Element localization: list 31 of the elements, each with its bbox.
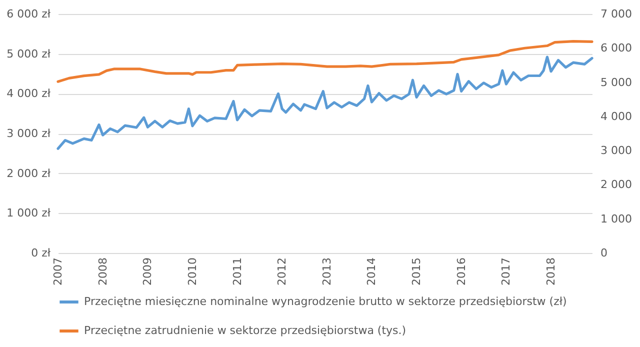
y-tick-label: 2 000 zł: [6, 166, 52, 180]
legend-label: Przeciętne zatrudnienie w sektorze przedsiębiorstwa (tys.): [84, 324, 406, 337]
x-tick-label: 2011: [230, 258, 244, 286]
y-tick-label: 1 000 zł: [6, 206, 52, 220]
x-tick-label: 2015: [410, 258, 424, 286]
y2-tick-label: 2 000: [600, 178, 632, 192]
y-tick-label: 0 zł: [31, 246, 52, 260]
y2-tick-label: 0: [600, 246, 608, 260]
y-tick-label: 3 000 zł: [6, 127, 52, 140]
x-tick-label: 2017: [500, 258, 513, 286]
x-tick-label: 2018: [544, 258, 558, 286]
line-series: [56, 56, 594, 150]
x-tick-label: 2012: [276, 258, 289, 286]
x-tick-label: 2014: [365, 258, 378, 286]
y-tick-label: 4 000 zł: [6, 87, 52, 100]
y-tick-label: 5 000 zł: [6, 47, 52, 60]
line-series: [56, 40, 594, 83]
x-tick-label: 2008: [96, 258, 110, 286]
y-tick-label: 6 000 zł: [6, 8, 52, 20]
legend-label: Przeciętne miesięczne nominalne wynagrodzenie brutto w sektorze przedsiębiorstw (zł): [84, 295, 567, 308]
y2-tick-label: 6 000: [600, 42, 632, 55]
x-tick-label: 2010: [186, 258, 199, 286]
y2-tick-label: 4 000: [600, 110, 632, 123]
x-tick-label: 2009: [141, 258, 154, 286]
y2-tick-label: 3 000: [600, 144, 632, 158]
y2-tick-label: 7 000: [600, 8, 632, 20]
y2-tick-label: 5 000: [600, 76, 632, 89]
x-tick-label: 2013: [320, 258, 334, 286]
y2-tick-label: 1 000: [600, 212, 632, 226]
x-tick-label: 2016: [454, 258, 468, 286]
x-tick-label: 2007: [52, 258, 64, 286]
